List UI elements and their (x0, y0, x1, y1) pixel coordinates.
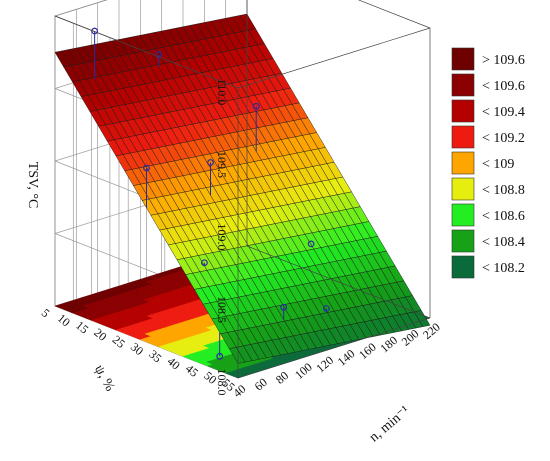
data-point (216, 352, 224, 360)
y-tick-label: 40 (165, 354, 183, 372)
data-point (280, 303, 288, 311)
y-tick-label: 5 (39, 306, 53, 321)
z-tick-label: 110.0 (215, 79, 229, 106)
legend-swatch (451, 177, 475, 201)
data-point (322, 305, 330, 312)
legend-label: < 108.8 (482, 183, 525, 198)
legend-swatch (451, 125, 475, 149)
data-points (91, 27, 330, 360)
x-axis-title: n, min⁻¹ (367, 403, 413, 445)
x-tick-label: 160 (356, 340, 379, 362)
z-tick-label: 109.5 (215, 151, 229, 178)
box-edge (237, 317, 431, 379)
data-point (91, 27, 99, 35)
data-point (155, 51, 163, 58)
y-tick-label: 20 (91, 325, 109, 343)
x-tick-label: 80 (273, 368, 291, 386)
data-point (143, 164, 150, 172)
y-tick-label: 35 (146, 347, 164, 365)
surface-cell (413, 310, 431, 327)
legend-label: < 109.6 (482, 79, 525, 94)
chart-box-front-edges (54, 0, 431, 379)
legend-label: < 109.2 (482, 131, 525, 146)
legend-swatch (451, 99, 475, 123)
x-tick-label: 180 (377, 333, 400, 355)
data-point (207, 159, 214, 166)
legend: > 109.6 < 109.6 < 109.4 < 109.2 < 109 < 108.8… (451, 47, 525, 279)
x-tick-label: 60 (252, 375, 270, 393)
grid-line (54, 0, 108, 17)
y-tick-label: 10 (55, 311, 73, 329)
box-edge (246, 245, 431, 319)
legend-label: < 108.6 (482, 209, 525, 224)
z-tick-label: 109.0 (215, 224, 229, 251)
legend-label: < 108.4 (482, 235, 525, 250)
legend-label: < 108.2 (482, 261, 525, 276)
legend-label: < 109 (482, 157, 514, 172)
box-edge (357, 0, 431, 29)
box-edge (237, 27, 431, 89)
y-tick-label: 15 (73, 318, 91, 336)
data-point (201, 259, 208, 267)
z-axis-title: TSV, °C (25, 162, 40, 209)
y-tick-label: 30 (128, 340, 146, 358)
legend-swatch (451, 151, 475, 175)
legend-label: > 109.6 (482, 53, 525, 68)
x-tick-label: 100 (292, 360, 315, 382)
legend-swatch (451, 229, 475, 253)
legend-swatch (451, 255, 475, 279)
legend-label: < 109.4 (482, 105, 525, 120)
x-tick-label: 120 (313, 353, 336, 375)
box-edge (54, 15, 239, 89)
y-axis-title: ψ, % (91, 363, 117, 395)
legend-swatch (451, 73, 475, 97)
y-tick-label: 25 (110, 333, 128, 351)
x-tick-label: 140 (335, 346, 358, 368)
legend-swatch (451, 203, 475, 227)
data-point (252, 102, 260, 110)
legend-swatch (451, 47, 475, 71)
z-tick-label: 108.0 (215, 369, 229, 396)
z-tick-label: 108.5 (215, 296, 229, 323)
y-tick-label: 45 (183, 361, 201, 379)
response-surface (54, 13, 431, 364)
data-point (307, 240, 315, 248)
